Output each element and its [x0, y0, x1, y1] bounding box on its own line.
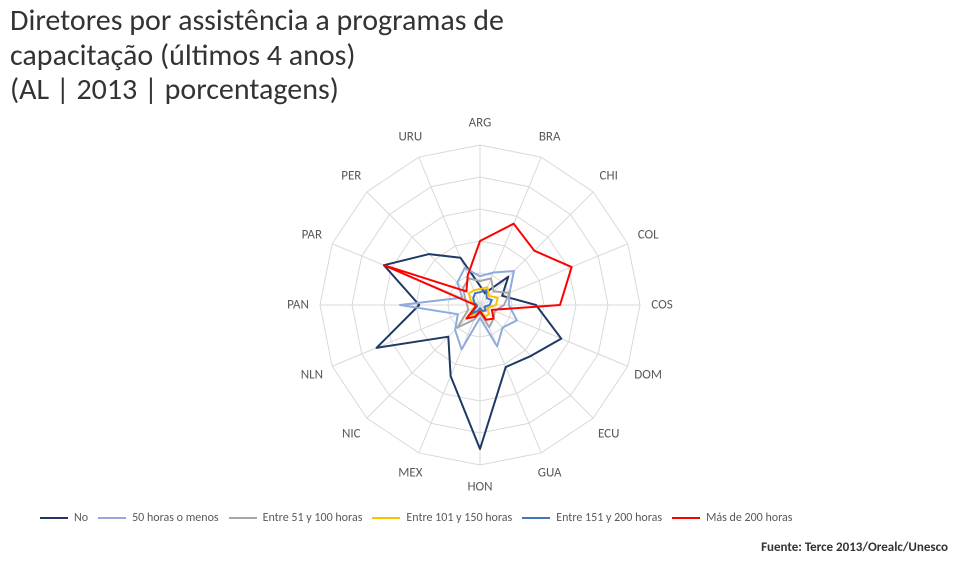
title-line1: Diretores por assistência a programas de: [10, 2, 504, 39]
chart-legend: No 50 horas o menos Entre 51 y 100 horas En…: [40, 511, 920, 525]
axis-label: NIC: [342, 426, 361, 441]
axis-label: PAN: [287, 298, 309, 313]
axis-label: NLN: [301, 367, 323, 382]
legend-label: No: [74, 511, 88, 525]
legend-label: Entre 151 y 200 horas: [556, 511, 662, 525]
legend-swatch: [372, 517, 400, 519]
axis-label: COL: [638, 228, 659, 243]
axis-label: DOM: [634, 367, 662, 382]
axis-label: HON: [467, 480, 492, 495]
axis-label: PER: [341, 169, 361, 184]
legend-swatch: [40, 517, 68, 519]
axis-label: COS: [651, 298, 672, 313]
axis-label: ECU: [598, 426, 619, 441]
axis-label: CHI: [600, 169, 618, 184]
legend-swatch: [229, 517, 257, 519]
legend-item: No: [40, 511, 88, 525]
axis-label: MEX: [398, 466, 422, 481]
legend-label: Más de 200 horas: [706, 511, 792, 525]
legend-swatch: [672, 517, 700, 519]
legend-swatch: [98, 517, 126, 519]
legend-label: 50 horas o menos: [132, 511, 219, 525]
legend-item: Entre 101 y 150 horas: [372, 511, 512, 525]
legend-label: Entre 51 y 100 horas: [263, 511, 363, 525]
axis-label: GUA: [538, 466, 562, 481]
axis-label: BRA: [539, 129, 561, 144]
title-line2: capacitação (últimos 4 anos): [10, 37, 356, 74]
radar-chart: ARG BRA CHI COL COS DOM ECU GUA HON MEX NIC NLN PAN P…: [200, 105, 760, 505]
radar-svg: [200, 105, 760, 505]
legend-label: Entre 101 y 150 horas: [406, 511, 512, 525]
chart-source: Fuente: Terce 2013/Orealc/Unesco: [761, 540, 948, 555]
title-line3: (AL | 2013 | porcentagens): [10, 71, 339, 108]
axis-label: PAR: [302, 228, 322, 243]
chart-title: Diretores por assistência a programas de…: [10, 4, 504, 108]
axis-label: URU: [398, 129, 422, 144]
legend-item: Entre 151 y 200 horas: [522, 511, 662, 525]
legend-item: 50 horas o menos: [98, 511, 219, 525]
legend-item: Más de 200 horas: [672, 511, 792, 525]
legend-swatch: [522, 517, 550, 519]
legend-item: Entre 51 y 100 horas: [229, 511, 363, 525]
axis-label: ARG: [469, 116, 492, 131]
